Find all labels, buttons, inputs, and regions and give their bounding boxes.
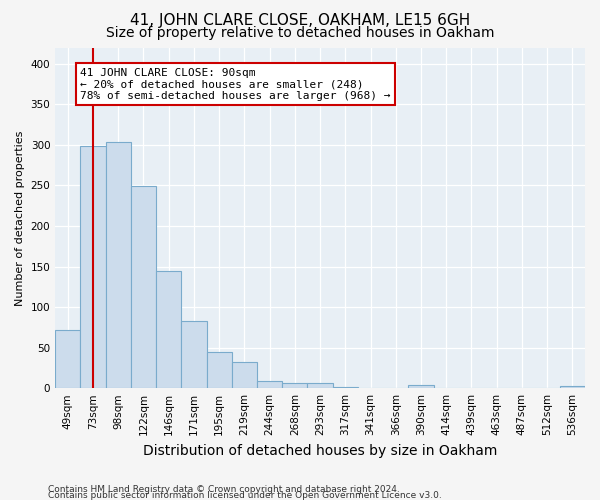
Bar <box>156 272 181 388</box>
Bar <box>257 381 282 388</box>
Bar <box>80 146 106 388</box>
Bar <box>560 386 585 388</box>
Text: Contains public sector information licensed under the Open Government Licence v3: Contains public sector information licen… <box>48 490 442 500</box>
Bar <box>409 385 434 388</box>
Y-axis label: Number of detached properties: Number of detached properties <box>15 130 25 306</box>
Bar <box>106 142 131 388</box>
Bar <box>307 384 332 388</box>
Text: 41, JOHN CLARE CLOSE, OAKHAM, LE15 6GH: 41, JOHN CLARE CLOSE, OAKHAM, LE15 6GH <box>130 12 470 28</box>
Bar <box>332 386 358 388</box>
X-axis label: Distribution of detached houses by size in Oakham: Distribution of detached houses by size … <box>143 444 497 458</box>
Bar <box>232 362 257 388</box>
Bar <box>206 352 232 388</box>
Bar <box>282 384 307 388</box>
Text: Size of property relative to detached houses in Oakham: Size of property relative to detached ho… <box>106 26 494 40</box>
Text: Contains HM Land Registry data © Crown copyright and database right 2024.: Contains HM Land Registry data © Crown c… <box>48 484 400 494</box>
Bar <box>55 330 80 388</box>
Bar <box>181 321 206 388</box>
Bar <box>131 186 156 388</box>
Text: 41 JOHN CLARE CLOSE: 90sqm
← 20% of detached houses are smaller (248)
78% of sem: 41 JOHN CLARE CLOSE: 90sqm ← 20% of deta… <box>80 68 391 101</box>
